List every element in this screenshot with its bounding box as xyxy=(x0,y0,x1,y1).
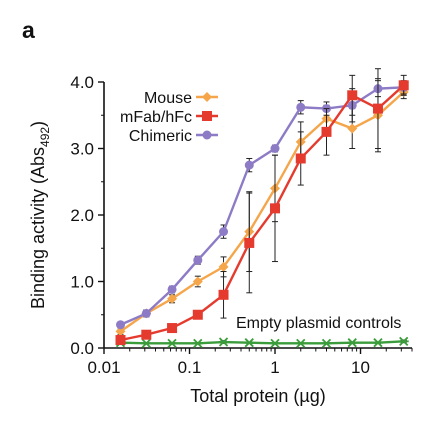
series-layer xyxy=(115,68,409,348)
series-chimeric xyxy=(116,80,409,330)
data-point xyxy=(295,153,306,164)
data-point xyxy=(193,255,203,265)
data-point xyxy=(321,338,332,348)
data-point xyxy=(398,80,409,91)
y-tick-label: 2.0 xyxy=(70,206,94,225)
y-tick-label: 4.0 xyxy=(70,73,94,92)
axes: 0.0 1.0 2.0 3.0 4.0 0.01 0.1 1 10 Total protein (… xyxy=(28,73,413,406)
series-line xyxy=(120,340,404,345)
legend-marker xyxy=(202,92,212,102)
data-point xyxy=(167,323,178,334)
data-point xyxy=(192,309,203,320)
data-point xyxy=(167,284,177,294)
data-point xyxy=(270,203,281,214)
x-tick-label: 10 xyxy=(351,358,370,377)
legend-label: Mouse xyxy=(144,90,192,107)
legend-label: mFab/hFc xyxy=(120,109,192,126)
y-tick-label: 0.0 xyxy=(70,339,94,358)
legend-item-mfab-hfc: mFab/hFc xyxy=(120,109,218,126)
data-point xyxy=(244,338,255,348)
data-point xyxy=(347,123,358,134)
y-tick-label: 1.0 xyxy=(70,273,94,292)
series-line xyxy=(120,86,404,326)
data-point xyxy=(218,261,229,272)
y-axis-label: Binding activity (Abs492) xyxy=(28,121,52,309)
data-point xyxy=(372,103,383,114)
legend-item-mouse: Mouse xyxy=(144,90,218,107)
data-point xyxy=(141,329,152,340)
data-point xyxy=(270,338,281,348)
data-point xyxy=(270,144,280,153)
data-point xyxy=(244,237,255,248)
data-point xyxy=(115,335,126,346)
data-point xyxy=(372,338,383,348)
x-axis-label: Total protein (µg) xyxy=(190,386,325,406)
y-axis-label-close: ) xyxy=(28,121,48,127)
x-tick-label: 0.01 xyxy=(87,358,120,377)
y-axis-label-subscript: 492 xyxy=(38,127,52,147)
series-empty-plasmid-controls xyxy=(115,336,409,348)
series-mfab-hfc xyxy=(115,68,409,346)
x-tick-label: 0.1 xyxy=(178,358,202,377)
y-tick-label: 3.0 xyxy=(70,140,94,159)
legend-marker xyxy=(202,111,212,121)
data-point xyxy=(219,227,229,237)
data-point xyxy=(321,126,332,137)
data-point xyxy=(218,289,229,300)
data-point xyxy=(218,337,229,347)
data-point xyxy=(244,160,254,170)
data-point xyxy=(115,326,126,337)
data-point xyxy=(295,338,306,348)
data-point xyxy=(347,90,358,101)
legend-item-chimeric: Chimeric xyxy=(129,128,218,145)
empty-plasmid-annotation: Empty plasmid controls xyxy=(236,315,401,332)
legend-label: Chimeric xyxy=(129,128,192,145)
data-point xyxy=(347,338,358,348)
x-tick-label: 1 xyxy=(270,358,279,377)
data-point xyxy=(167,293,178,304)
legend: Mouse mFab/hFc Chimeric xyxy=(120,90,218,145)
series-line xyxy=(119,91,405,333)
data-point xyxy=(398,336,409,346)
data-point xyxy=(192,338,203,348)
legend-marker xyxy=(202,130,212,140)
data-point xyxy=(296,102,306,112)
data-point xyxy=(167,338,178,348)
panel-label: a xyxy=(22,17,35,43)
data-point xyxy=(141,338,152,348)
data-point xyxy=(192,276,203,287)
data-point xyxy=(116,320,126,330)
data-point xyxy=(141,308,151,318)
y-axis-label-main: Binding activity (Abs xyxy=(28,147,48,309)
